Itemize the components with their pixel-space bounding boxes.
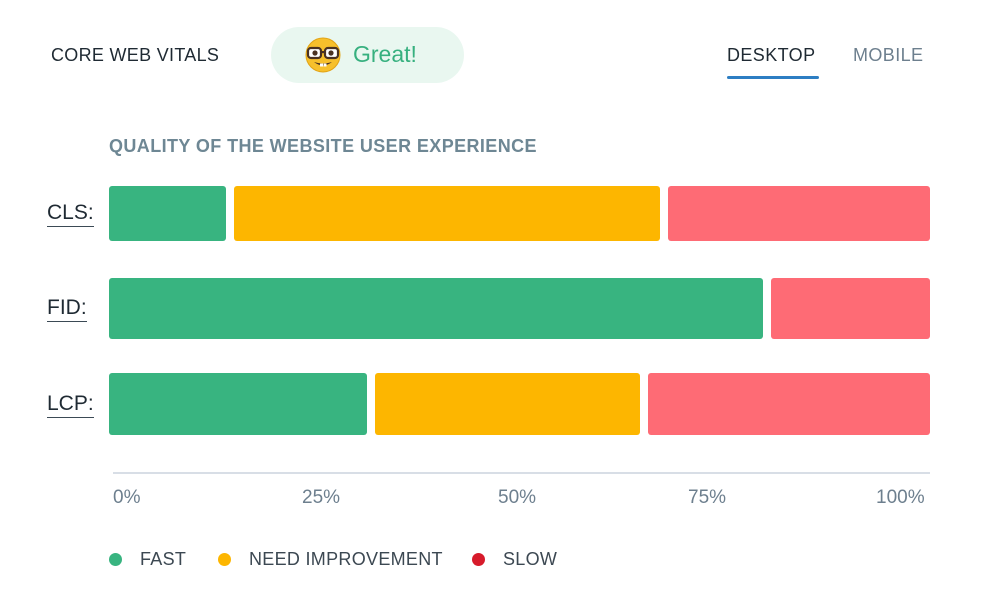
row-label-cls: CLS: (47, 201, 94, 227)
x-tick-label: 0% (113, 487, 141, 508)
score-badge: Great! (271, 27, 464, 83)
row-label-fid: FID: (47, 296, 87, 322)
bar-segment-slow (771, 278, 930, 339)
x-tick-label: 75% (688, 487, 727, 508)
x-tick-label: 50% (498, 487, 537, 508)
legend-label-fast: FAST (140, 549, 187, 569)
bar-segment-fast (109, 373, 367, 435)
active-tab-indicator (727, 76, 819, 79)
bar-track-cls (109, 186, 930, 241)
legend-label-slow: SLOW (503, 549, 558, 569)
tab-mobile[interactable]: MOBILE (853, 45, 924, 65)
bar-segment-slow (668, 186, 930, 241)
chart-title: QUALITY OF THE WEBSITE USER EXPERIENCE (109, 136, 537, 156)
bar-segment-fast (109, 278, 764, 339)
legend-swatch-fast (109, 553, 122, 566)
x-tick-label: 25% (302, 487, 341, 508)
bar-segment-need-improvement (233, 186, 661, 241)
nerd-face-icon (305, 37, 341, 73)
section-title: CORE WEB VITALS (51, 45, 220, 65)
bar-segment-fast (109, 186, 226, 241)
legend-swatch-slow (472, 553, 485, 566)
bar-segment-slow (648, 373, 930, 435)
score-label: Great! (353, 41, 417, 67)
bar-track-lcp (109, 373, 930, 435)
legend-swatch-need-improvement (218, 553, 231, 566)
x-tick-label: 100% (876, 487, 925, 508)
row-label-lcp: LCP: (47, 392, 94, 418)
bar-segment-need-improvement (374, 373, 641, 435)
legend-label-need-improvement: NEED IMPROVEMENT (249, 549, 443, 569)
x-axis-line (113, 472, 930, 474)
bar-track-fid (109, 278, 930, 339)
tab-desktop[interactable]: DESKTOP (727, 45, 816, 65)
